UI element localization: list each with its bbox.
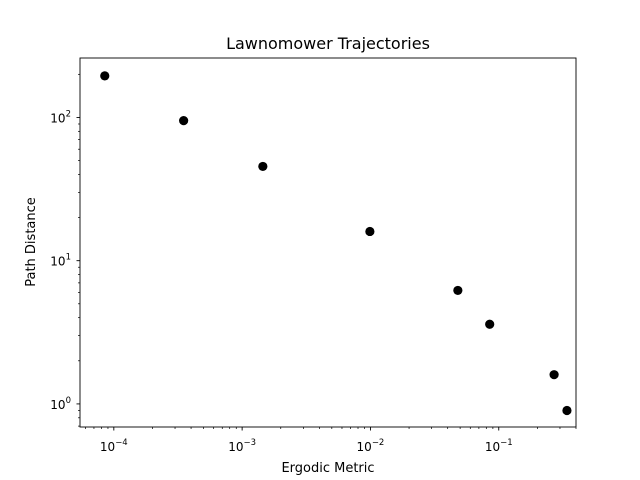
y-tick-label: 101 [50,253,71,269]
x-axis: 10−4 10−3 10−2 10−1 [100,427,513,454]
data-point [365,226,375,237]
x-tick-label: 10−1 [485,438,513,454]
plot-frame [79,57,577,428]
x-tick-label: 10−3 [228,438,256,454]
chart-title: Lawnomower Trajectories [226,34,430,53]
x-tick-label: 10−4 [100,438,128,454]
x-tick-label: 10−2 [357,438,385,454]
y-axis-label: Path Distance [24,197,39,287]
data-point [258,161,268,172]
data-point [100,71,110,81]
data-point [453,285,463,296]
y-axis: 100 101 102 [50,109,80,412]
data-point [485,319,495,329]
y-tick-label: 100 [50,396,71,412]
data-points [100,71,572,416]
minor-ticks [78,73,577,429]
x-axis-label: Ergodic Metric [281,461,374,476]
data-point [549,370,559,380]
data-point [562,405,572,416]
data-point [179,116,189,126]
y-tick-label: 102 [50,109,71,125]
